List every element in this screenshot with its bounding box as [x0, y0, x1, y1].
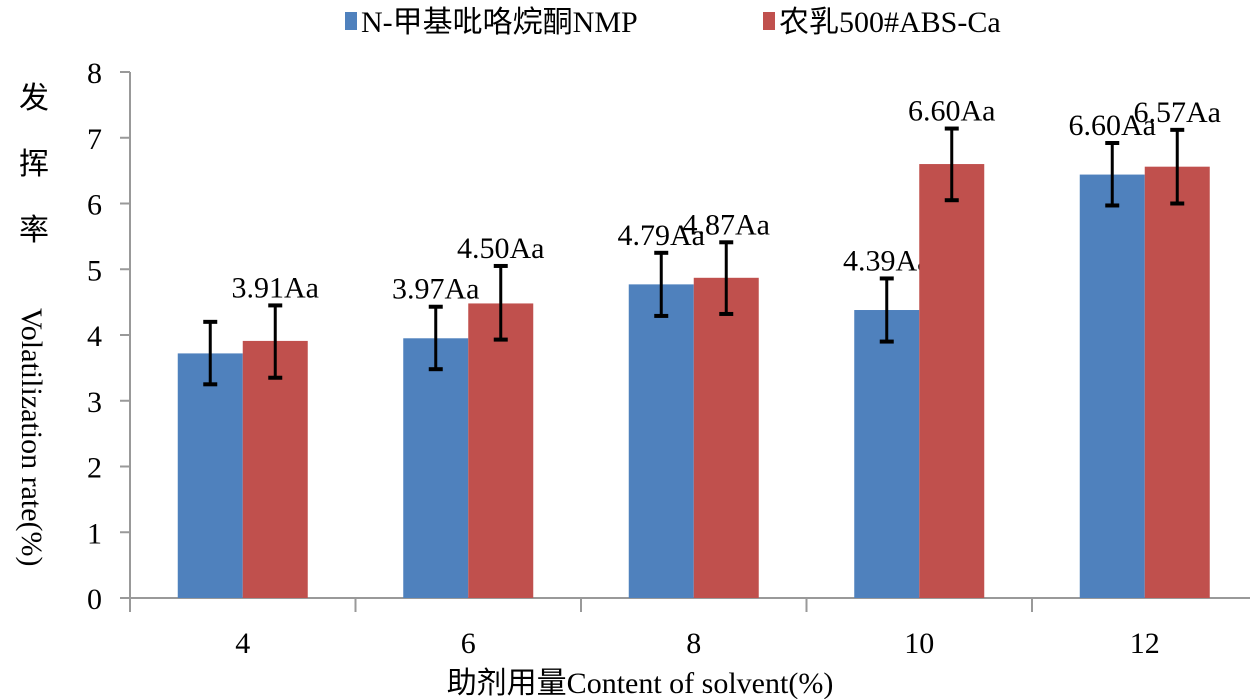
x-tick-label: 12 [1130, 627, 1160, 660]
error-bar [428, 304, 443, 372]
x-tick-label: 6 [461, 627, 476, 660]
x-axis: 4 6 8 10 12 [120, 597, 1250, 660]
x-axis-label: 助剂用量Content of solvent(%) [447, 667, 834, 699]
legend-label: N-甲基吡咯烷酮NMP [361, 6, 638, 39]
bar-nmp-10 [854, 310, 920, 598]
y-tick-label: 4 [87, 320, 102, 353]
y-axis-label-cn: 发 [19, 82, 49, 115]
y-axis-label-en: Volatilization rate(%) [15, 308, 48, 567]
x-tick-label: 10 [904, 627, 934, 660]
data-label: 3.97Aa [392, 273, 479, 306]
data-label: 4.50Aa [457, 232, 544, 265]
error-bar [493, 263, 508, 342]
bar-abs-ca-8 [693, 277, 759, 598]
data-label: 3.91Aa [232, 271, 319, 304]
bar-nmp-8 [628, 284, 694, 598]
data-label: 6.57Aa [1134, 96, 1221, 129]
y-tick-label: 5 [87, 254, 102, 287]
legend-swatch [763, 12, 775, 30]
y-axis-label-cn: 率 [19, 214, 49, 247]
bar-abs-ca-4 [242, 340, 308, 598]
bar-abs-ca-10 [919, 164, 985, 599]
error-bar [1170, 127, 1185, 206]
data-label: 4.87Aa [683, 208, 770, 241]
y-tick-label: 1 [87, 517, 102, 550]
data-label: 6.60Aa [1069, 109, 1156, 142]
error-bar [654, 250, 669, 318]
y-axis-label: 发挥率 Volatilization rate(%) [15, 82, 49, 567]
error-bar [268, 303, 283, 380]
y-axis-label-cn: 挥 [19, 148, 49, 181]
bars: 3.97Aa 4.79Aa 4.39Aa 6.60Aa 3.91Aa 4.50Aa 4.87… [177, 95, 1221, 599]
error-bar [719, 240, 734, 316]
error-bar [1105, 141, 1120, 208]
data-label: 4.39Aa [843, 244, 930, 277]
legend-label: 农乳500#ABS-Ca [779, 6, 1001, 39]
bar-nmp-6 [403, 338, 469, 598]
bar-nmp-12 [1079, 174, 1145, 598]
y-tick-label: 7 [87, 123, 102, 156]
bar-abs-ca-12 [1144, 166, 1210, 598]
y-tick-label: 8 [87, 57, 102, 90]
y-tick-label: 2 [87, 452, 102, 485]
error-bar [944, 126, 959, 203]
data-label: 4.79Aa [618, 219, 705, 252]
error-bar [879, 276, 894, 344]
bar-nmp-4 [177, 353, 243, 598]
y-tick-label: 0 [87, 583, 102, 616]
y-axis: 0 1 2 3 4 5 6 7 8 [87, 57, 131, 616]
x-tick-label: 8 [686, 627, 701, 660]
y-tick-label: 6 [87, 189, 102, 222]
error-bar [203, 319, 218, 387]
y-tick-label: 3 [87, 386, 102, 419]
data-label: 6.60Aa [908, 95, 995, 128]
x-tick-label: 4 [235, 627, 250, 660]
legend: N-甲基吡咯烷酮NMP 农乳500#ABS-Ca [345, 6, 1001, 39]
bar-abs-ca-6 [468, 303, 534, 598]
legend-swatch [345, 12, 357, 30]
